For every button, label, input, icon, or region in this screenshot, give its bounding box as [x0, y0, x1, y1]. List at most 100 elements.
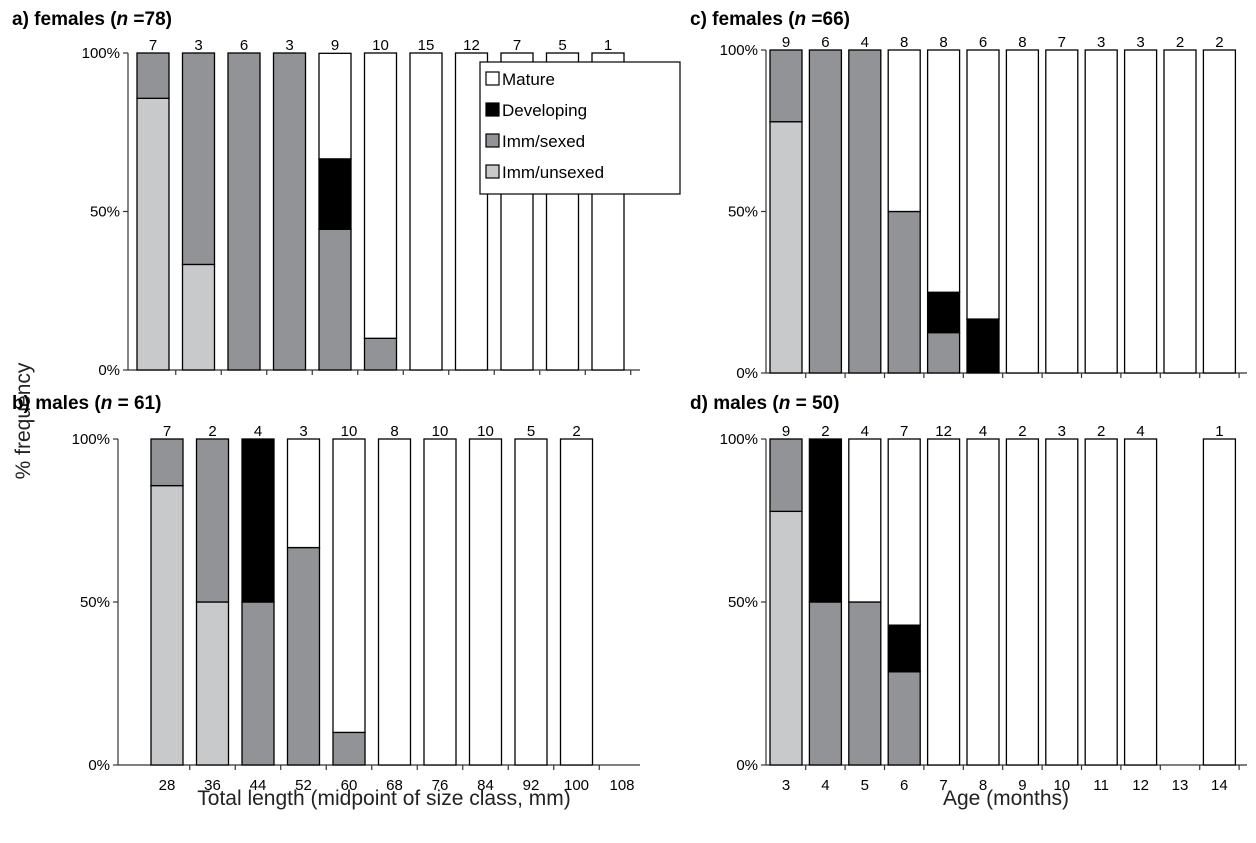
count-label: 3: [299, 423, 307, 440]
bar-segment-imm-sexed: [318, 228, 352, 371]
panel-title-prefix: a) females (: [12, 9, 117, 30]
bar-segment-mature: [377, 438, 412, 766]
bar-segment-mature: [887, 438, 921, 626]
bar-68: [377, 438, 412, 766]
count-label: 4: [861, 423, 869, 440]
bar-segment-imm-unsexed: [181, 263, 216, 371]
bar-6: [887, 49, 921, 374]
bar-segment-mature: [1005, 49, 1040, 374]
bar-68: [363, 52, 398, 371]
x-tick-label: 8: [979, 777, 987, 794]
bar-28: [136, 52, 170, 371]
bar-segment-developing: [887, 624, 921, 673]
count-label: 1: [604, 37, 612, 54]
count-label: 3: [285, 37, 293, 54]
bar-7: [926, 438, 961, 766]
x-tick-label: 84: [477, 777, 494, 794]
bar-segment-developing: [926, 291, 961, 334]
count-label: 5: [527, 423, 535, 440]
count-label: 10: [432, 423, 449, 440]
bar-segment-imm-sexed: [332, 731, 366, 766]
bar-9: [1005, 438, 1040, 766]
x-tick-label: 68: [386, 777, 403, 794]
bar-60: [318, 52, 352, 371]
legend-label: Imm/sexed: [502, 132, 585, 151]
bar-segment-mature: [286, 438, 321, 549]
bar-segment-mature: [1123, 438, 1158, 766]
bar-segment-mature: [468, 438, 503, 766]
legend-item-imm-sexed: Imm/sexed: [485, 132, 585, 151]
count-label: 9: [331, 37, 339, 54]
bar-10: [1045, 438, 1079, 766]
count-label: 2: [821, 423, 829, 440]
count-label: 6: [979, 34, 987, 51]
bar-segment-imm-unsexed: [136, 97, 170, 371]
y-tick-label: 0%: [88, 757, 110, 774]
bar-segment-imm-sexed: [887, 210, 921, 374]
count-label: 9: [782, 34, 790, 51]
bar-segment-imm-sexed: [195, 438, 230, 603]
y-tick-label: 50%: [80, 594, 110, 611]
bar-segment-imm-sexed: [181, 52, 216, 266]
count-label: 4: [1136, 423, 1144, 440]
x-tick-label: 3: [782, 777, 790, 794]
legend-swatch: [485, 133, 500, 148]
bar-52: [272, 52, 307, 371]
bar-segment-mature: [848, 438, 882, 603]
panel-title-n: n: [795, 9, 807, 30]
legend-item-imm-unsexed: Imm/unsexed: [485, 163, 604, 182]
panel-title-prefix: d) males (: [690, 393, 779, 414]
bar-52: [286, 438, 321, 766]
bar-44: [227, 52, 261, 371]
y-tick-label: 50%: [90, 204, 120, 221]
bar-segment-imm-unsexed: [195, 601, 230, 766]
bar-segment-imm-sexed: [769, 49, 803, 123]
x-tick-label: 10: [1053, 777, 1070, 794]
bar-segment-mature: [926, 49, 961, 293]
bar-segment-imm-unsexed: [769, 510, 803, 766]
panel-title-n: n: [117, 9, 129, 30]
legend-swatch: [485, 102, 500, 117]
count-label: 12: [463, 37, 480, 54]
bar-segment-mature: [514, 438, 548, 766]
y-tick-label: 0%: [736, 365, 758, 382]
count-label: 7: [1058, 34, 1066, 51]
count-label: 1: [1215, 423, 1223, 440]
bar-13: [1163, 49, 1197, 374]
bar-segment-mature: [423, 438, 457, 766]
bar-segment-mature: [1202, 438, 1237, 766]
bar-76: [409, 52, 443, 371]
bar-segment-mature: [887, 49, 921, 213]
bar-segment-imm-sexed: [848, 601, 882, 766]
count-label: 7: [149, 37, 157, 54]
x-tick-label: 14: [1211, 777, 1228, 794]
bar-84: [468, 438, 503, 766]
legend-box: [479, 61, 681, 195]
x-tick-label: 9: [1018, 777, 1026, 794]
count-label: 3: [194, 37, 202, 54]
bar-8: [966, 49, 1000, 374]
x-tick-label: 4: [821, 777, 829, 794]
x-tick-label: 12: [1132, 777, 1149, 794]
x-axis-title: Total length (midpoint of size class, mm…: [197, 787, 570, 810]
y-tick-label: 100%: [720, 431, 758, 448]
bar-segment-mature: [1163, 49, 1197, 374]
legend-swatch: [485, 71, 500, 86]
x-tick-label: 92: [523, 777, 540, 794]
count-label: 7: [163, 423, 171, 440]
bar-6: [887, 438, 921, 766]
bar-28: [150, 438, 184, 766]
bar-segment-mature: [926, 438, 961, 766]
bar-36: [195, 438, 230, 766]
legend-label: Developing: [502, 101, 587, 120]
bar-7: [926, 49, 961, 374]
bar-14: [1202, 438, 1237, 766]
bar-11: [1084, 49, 1118, 374]
y-tick-label: 100%: [82, 45, 120, 62]
count-label: 12: [935, 423, 952, 440]
bar-12: [1123, 49, 1158, 374]
bar-segment-mature: [1123, 49, 1158, 374]
bar-segment-mature: [318, 52, 352, 160]
bar-segment-imm-sexed: [769, 438, 803, 513]
